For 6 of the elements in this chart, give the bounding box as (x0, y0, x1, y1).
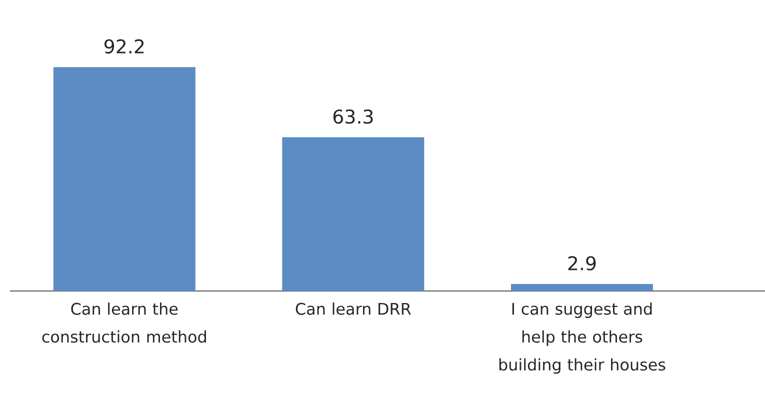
x-tick-label: Can learn the construction method (42, 302, 206, 343)
data-label: 2.9 (568, 256, 596, 270)
data-label: 92.2 (104, 39, 144, 54)
x-tick-label: I can suggest and help the others building their houses (499, 302, 666, 374)
data-label: 63.3 (333, 109, 373, 124)
x-tick-label: Can learn DRR (296, 302, 411, 315)
